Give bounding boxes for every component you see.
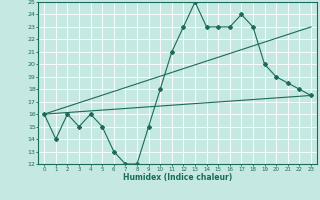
X-axis label: Humidex (Indice chaleur): Humidex (Indice chaleur) xyxy=(123,173,232,182)
